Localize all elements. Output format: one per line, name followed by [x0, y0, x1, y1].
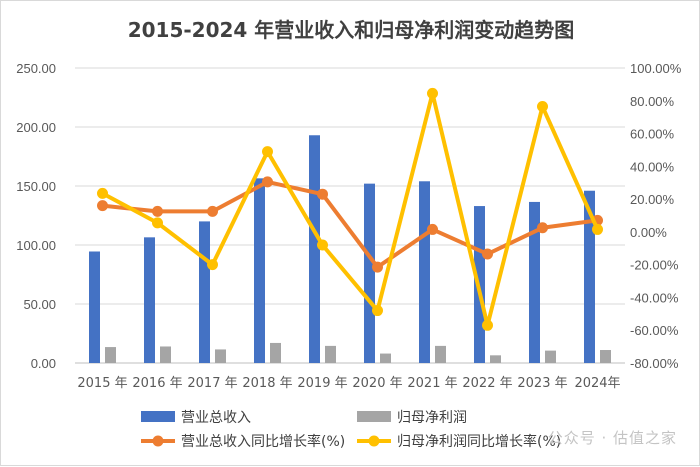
- y-right-tick-label: -20.00%: [630, 258, 679, 273]
- bar-net-profit: [600, 350, 611, 363]
- line-revenue-growth: [100, 179, 600, 270]
- legend-label: 营业总收入同比增长率(%): [181, 433, 345, 450]
- x-tick-label: 2015 年: [77, 376, 127, 391]
- x-tick-label: 2020 年: [352, 376, 402, 391]
- bar-net-profit: [435, 345, 446, 363]
- point-net-profit-growth: [207, 259, 218, 271]
- legend-swatch-marker: [152, 435, 164, 447]
- point-net-profit-growth: [317, 239, 328, 251]
- bar-net-profit: [105, 347, 116, 363]
- bar-net-profit: [270, 342, 281, 363]
- y-right-tick-label: -40.00%: [630, 290, 679, 305]
- legend-swatch-marker: [368, 435, 380, 447]
- x-tick-label: 2019 年: [297, 376, 347, 391]
- legend-swatch: [141, 411, 175, 422]
- y-right-tick-label: 0.00%: [630, 225, 667, 240]
- point-net-profit-growth: [262, 146, 273, 158]
- point-revenue-growth: [482, 248, 493, 260]
- bar-net-profit: [490, 355, 501, 363]
- bar-revenue: [419, 181, 430, 363]
- y-right-tick-label: 100.00%: [630, 61, 682, 76]
- y-left-tick-label: 50.00: [23, 297, 56, 312]
- bar-revenue: [89, 251, 100, 363]
- bar-revenue: [309, 135, 320, 363]
- bar-revenue: [364, 183, 375, 363]
- y-left-tick-label: 150.00: [16, 179, 56, 194]
- y-right-tick-label: 20.00%: [630, 192, 675, 207]
- x-tick-label: 2018 年: [242, 376, 292, 391]
- point-revenue-growth: [97, 200, 108, 212]
- y-left-tick-label: 0.00: [31, 356, 56, 371]
- x-tick-label: 2022 年: [462, 376, 512, 391]
- point-revenue-growth: [207, 205, 218, 217]
- point-net-profit-growth: [482, 319, 493, 331]
- point-revenue-growth: [537, 222, 548, 234]
- bar-net-profit: [215, 349, 226, 363]
- legend-swatch: [357, 411, 391, 422]
- bar-revenue: [144, 237, 155, 363]
- bar-net-profit: [545, 350, 556, 363]
- bar-net-profit: [380, 353, 391, 363]
- y-right-tick-label: 80.00%: [630, 94, 675, 109]
- point-revenue-growth: [427, 223, 438, 235]
- point-revenue-growth: [372, 261, 383, 273]
- legend-label: 归母净利润同比增长率(%): [397, 433, 561, 450]
- x-tick-label: 2017 年: [187, 376, 237, 391]
- bar-revenue: [584, 190, 595, 363]
- legend-label: 营业总收入: [181, 410, 251, 426]
- bar-net-profit: [325, 345, 336, 363]
- watermark: 公众号 · 估值之家: [547, 429, 677, 447]
- point-net-profit-growth: [427, 87, 438, 99]
- y-right-tick-label: -80.00%: [630, 356, 679, 371]
- bar-revenue: [199, 221, 210, 363]
- bar-net-profit: [160, 346, 171, 363]
- line-net-profit-growth: [100, 91, 600, 328]
- bar-revenue: [529, 201, 540, 363]
- x-tick-label: 2021 年: [407, 376, 457, 391]
- point-net-profit-growth: [592, 223, 603, 235]
- y-left-tick-label: 100.00: [16, 238, 56, 253]
- y-right-tick-label: 60.00%: [630, 127, 675, 142]
- y-right-tick-label: -60.00%: [630, 323, 679, 338]
- bar-revenue: [254, 178, 265, 363]
- point-revenue-growth: [262, 176, 273, 188]
- point-net-profit-growth: [537, 101, 548, 113]
- y-right-tick-label: 40.00%: [630, 159, 675, 174]
- legend-label: 归母净利润: [397, 409, 467, 426]
- x-tick-label: 2024年: [574, 376, 620, 391]
- x-tick-label: 2016 年: [132, 376, 182, 391]
- point-net-profit-growth: [152, 217, 163, 229]
- point-net-profit-growth: [372, 305, 383, 317]
- y-left-tick-label: 200.00: [16, 120, 56, 135]
- point-net-profit-growth: [97, 187, 108, 199]
- x-tick-label: 2023 年: [517, 376, 567, 391]
- chart-title: 2015-2024 年营业收入和归母净利润变动趋势图: [128, 18, 575, 42]
- point-revenue-growth: [152, 205, 163, 217]
- point-revenue-growth: [317, 188, 328, 200]
- y-left-tick-label: 250.00: [16, 61, 56, 76]
